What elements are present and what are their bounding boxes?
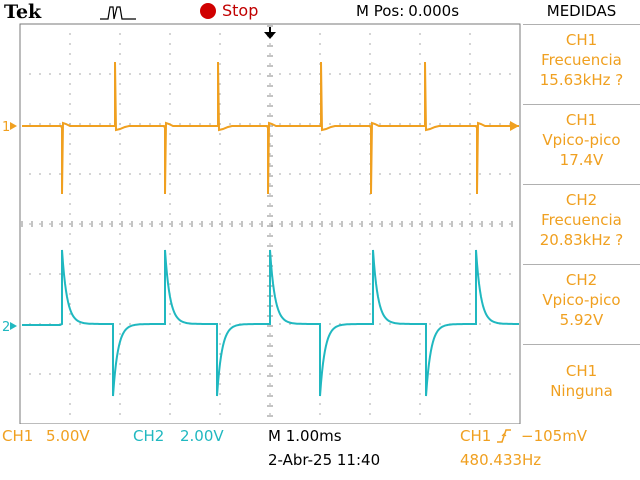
date-time: 2-Abr-25 11:40: [268, 451, 381, 469]
measurement-source: CH1: [565, 111, 598, 129]
measurement-source: CH1: [565, 31, 598, 49]
graticule: [21, 25, 513, 417]
mpos-value: 0.000s: [408, 2, 460, 20]
measurement-source: CH2: [565, 191, 598, 209]
measurement-value: 15.63kHz ?: [539, 71, 624, 89]
measurement-name: Frecuencia: [541, 211, 622, 229]
trigger-level[interactable]: −105mV: [521, 427, 588, 445]
acquisition-state-label: Stop: [222, 1, 259, 20]
acquisition-pulse-icon: [100, 6, 136, 20]
acquisition-state[interactable]: Stop: [200, 1, 258, 20]
ch2-label[interactable]: CH2: [133, 427, 165, 445]
trigger-source[interactable]: CH1: [460, 427, 492, 445]
ch1-ground-marker[interactable]: 1: [2, 120, 10, 135]
stop-indicator-icon: [200, 2, 216, 19]
trigger-position-marker-icon: [264, 32, 276, 39]
measurement-4[interactable]: CH2 Vpico-pico 5.92V: [523, 264, 640, 344]
bottom-status-bar: CH1 5.00V CH2 2.00V M 1.00ms CH1 −105mV …: [0, 424, 640, 480]
brand-logo: Tek: [4, 1, 42, 23]
ch2-scale[interactable]: 2.00V: [180, 427, 224, 445]
timebase[interactable]: M 1.00ms: [268, 427, 342, 445]
measurement-source: CH1: [565, 362, 598, 380]
measurement-1[interactable]: CH1 Frecuencia 15.63kHz ?: [523, 24, 640, 104]
ch1-scale[interactable]: 5.00V: [46, 427, 90, 445]
measurement-name: Vpico-pico: [542, 291, 621, 309]
trigger-position-stem: [269, 27, 271, 33]
horizontal-position: M Pos: 0.000s: [356, 2, 459, 20]
measurement-3[interactable]: CH2 Frecuencia 20.83kHz ?: [523, 184, 640, 264]
rising-edge-icon: [497, 429, 511, 443]
ch2-waveform: [22, 249, 519, 397]
measurements-title[interactable]: MEDIDAS: [546, 2, 617, 20]
ch1-label[interactable]: CH1: [2, 427, 34, 445]
trigger-level-marker-icon[interactable]: [510, 121, 519, 131]
measurement-value: 5.92V: [559, 311, 604, 329]
measurement-5[interactable]: CH1 Ninguna: [523, 344, 640, 424]
measurement-name: Frecuencia: [541, 51, 622, 69]
measurement-2[interactable]: CH1 Vpico-pico 17.4V: [523, 104, 640, 184]
measurement-name: Vpico-pico: [542, 131, 621, 149]
measurement-value: 20.83kHz ?: [539, 231, 624, 249]
top-status-bar: Tek Stop M Pos: 0.000s: [0, 0, 520, 24]
mpos-label: M Pos:: [356, 2, 405, 20]
ch1-marker-arrow-icon: [10, 122, 17, 130]
measurement-name: Ninguna: [550, 382, 613, 400]
ch2-ground-marker[interactable]: 2: [2, 320, 10, 335]
ch2-marker-arrow-icon: [10, 322, 17, 330]
measurements-panel: MEDIDAS CH1 Frecuencia 15.63kHz ? CH1 Vp…: [523, 0, 640, 420]
measurement-source: CH2: [565, 271, 598, 289]
measurement-value: 17.4V: [559, 151, 604, 169]
ch1-waveform: [22, 61, 519, 195]
trigger-frequency: 480.433Hz: [460, 451, 542, 469]
waveform-display[interactable]: 1 2: [0, 0, 640, 424]
